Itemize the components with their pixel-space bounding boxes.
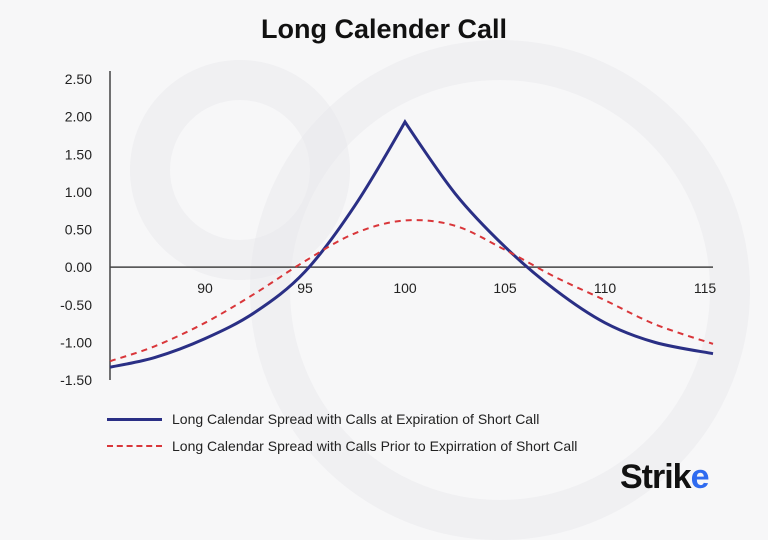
legend-swatch-solid bbox=[107, 417, 162, 421]
y-tick-label: 1.00 bbox=[65, 184, 92, 200]
x-tick-label: 100 bbox=[393, 280, 417, 296]
x-tick-label: 115 bbox=[694, 280, 717, 296]
y-tick-label: 2.50 bbox=[65, 71, 92, 87]
y-tick-label: -0.50 bbox=[60, 297, 92, 313]
chart-title: Long Calender Call bbox=[260, 14, 508, 44]
series-line-expiration bbox=[109, 119, 714, 369]
series-line-prior bbox=[109, 219, 714, 363]
y-tick-label: 2.00 bbox=[65, 109, 92, 125]
y-tick-label: -1.50 bbox=[60, 372, 92, 388]
x-tick-label: 105 bbox=[493, 280, 517, 296]
strike-logo: Strike bbox=[620, 458, 710, 496]
chart-plot: 2.50 2.00 1.50 1.00 0.50 0.00 -0.50 -1.00 -1.50 9… bbox=[60, 71, 717, 388]
y-tick-label: 1.50 bbox=[65, 146, 92, 162]
legend-label: Long Calendar Spread with Calls at Expir… bbox=[172, 411, 540, 427]
x-tick-label: 95 bbox=[297, 280, 313, 296]
y-tick-label: 0.00 bbox=[65, 259, 92, 275]
x-tick-label: 110 bbox=[594, 280, 617, 296]
legend-item-expiration: Long Calendar Spread with Calls at Expir… bbox=[107, 411, 539, 427]
legend-label: Long Calendar Spread with Calls Prior to… bbox=[172, 438, 578, 454]
legend-item-prior: Long Calendar Spread with Calls Prior to… bbox=[107, 438, 577, 454]
y-tick-label: -1.00 bbox=[60, 334, 92, 350]
legend-swatch-dashed bbox=[107, 445, 162, 447]
y-tick-label: 0.50 bbox=[65, 222, 92, 238]
x-tick-label: 90 bbox=[197, 280, 213, 296]
